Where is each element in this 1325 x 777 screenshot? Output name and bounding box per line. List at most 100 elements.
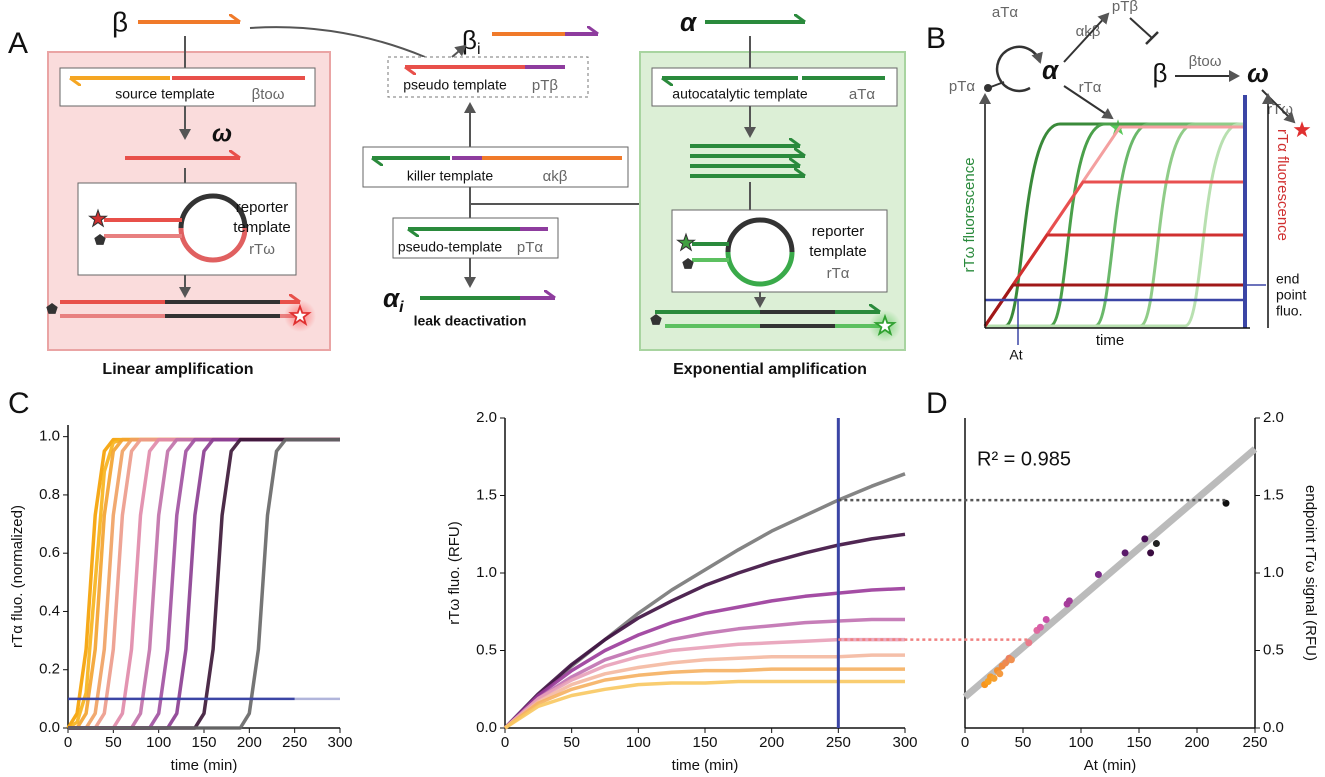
body: A B C D β source template βtoω ω reporte… xyxy=(0,0,1325,777)
template-code: rTω xyxy=(249,241,275,258)
x-tick-label: 250 xyxy=(826,734,851,751)
strand-label: βi xyxy=(462,25,481,58)
x-tick-label: 0 xyxy=(501,734,509,751)
y-axis-label: rTα fluo. (normalized) xyxy=(9,505,26,648)
y-tick-label: 0.0 xyxy=(39,719,60,736)
template-label: reporter xyxy=(236,199,289,216)
inhibition xyxy=(1130,18,1152,38)
schematic-curves xyxy=(985,124,1245,326)
autocatalysis-loop xyxy=(997,47,1040,91)
point xyxy=(1043,616,1050,623)
box-caption: Exponential amplification xyxy=(673,361,867,378)
node: β xyxy=(1153,58,1168,88)
box-caption: Linear amplification xyxy=(102,361,253,378)
panel-label: B xyxy=(926,22,946,55)
node: ω xyxy=(1247,58,1269,88)
x-tick-label: 50 xyxy=(1015,734,1032,751)
template-box xyxy=(363,147,628,187)
template-code: aTα xyxy=(849,86,876,103)
annotation: At xyxy=(1009,347,1022,363)
x-tick-label: 100 xyxy=(146,734,171,751)
y-tick-label: 2.0 xyxy=(476,409,497,426)
panel-label: A xyxy=(8,27,28,60)
y-tick-label: 1.0 xyxy=(476,564,497,581)
annotation: R² = 0.985 xyxy=(977,448,1071,470)
node: α xyxy=(1042,55,1060,85)
panel-label: D xyxy=(926,387,948,420)
point xyxy=(1141,535,1148,542)
point xyxy=(1147,549,1154,556)
point xyxy=(1122,549,1129,556)
y-tick-label: 0.0 xyxy=(476,719,497,736)
x-tick-label: 250 xyxy=(282,734,307,751)
template-label: pseudo template xyxy=(403,77,507,93)
point xyxy=(1095,571,1102,578)
page: {"figure": { "panel_labels": ["A", "B", … xyxy=(0,0,1325,777)
point xyxy=(1037,624,1044,631)
panel-label: C xyxy=(8,387,30,420)
x-tick-label: 100 xyxy=(1068,734,1093,751)
x-tick-label: 0 xyxy=(961,734,969,751)
y-tick-label: 1.0 xyxy=(39,428,60,445)
node-label: pTα xyxy=(949,78,976,95)
label-sub: i xyxy=(399,299,404,316)
node-label: rTα xyxy=(1079,79,1102,96)
x-tick-label: 150 xyxy=(191,734,216,751)
template-code: pTα xyxy=(517,239,544,256)
point xyxy=(996,670,1003,677)
strand-label: αi xyxy=(383,283,404,316)
red-curve xyxy=(985,182,1245,326)
edge xyxy=(1064,14,1108,62)
point xyxy=(1066,597,1073,604)
y-axis-label: rTω fluo. (RFU) xyxy=(446,521,463,624)
y-tick-label: 1.5 xyxy=(1263,486,1284,503)
template-label: autocatalytic template xyxy=(672,86,808,102)
point xyxy=(1008,656,1015,663)
point xyxy=(991,675,998,682)
template-code: βtoω xyxy=(252,86,285,103)
y-tick-label: 0.5 xyxy=(476,641,497,658)
template-code: αkβ xyxy=(543,168,568,185)
strand-label: ω xyxy=(212,120,232,147)
x-tick-label: 250 xyxy=(1242,734,1267,751)
template-label: source template xyxy=(115,86,215,102)
y-axis-label: endpoint rTω signal (RFU) xyxy=(1302,485,1319,661)
annotation: point xyxy=(1276,287,1306,303)
x-axis-label: time (min) xyxy=(672,757,739,774)
y-tick-label: 0.6 xyxy=(39,544,60,561)
y-tick-label: 0.2 xyxy=(39,661,60,678)
y-tick-label: 0.0 xyxy=(1263,719,1284,736)
template-code: rTα xyxy=(827,265,850,282)
x-tick-label: 200 xyxy=(1184,734,1209,751)
red-curve xyxy=(985,235,1245,326)
caption: leak deactivation xyxy=(414,313,527,329)
y-tick-label: 0.5 xyxy=(1263,641,1284,658)
x-tick-label: 300 xyxy=(327,734,352,751)
figure: A B C D β source template βtoω ω reporte… xyxy=(0,0,1325,777)
node-label: aTα xyxy=(992,4,1019,21)
template-label: template xyxy=(809,243,867,260)
strand-label: α xyxy=(680,7,698,37)
x-tick-label: 100 xyxy=(626,734,651,751)
y-tick-label: 0.4 xyxy=(39,602,60,619)
axis-label: rTω fluorescence xyxy=(961,157,978,272)
x-tick-label: 50 xyxy=(105,734,122,751)
red-star xyxy=(1294,121,1311,137)
template-label: reporter xyxy=(812,223,865,240)
x-tick-label: 300 xyxy=(892,734,917,751)
node-label: pTβ xyxy=(1112,0,1139,15)
x-tick-label: 0 xyxy=(64,734,72,751)
axis-label: time xyxy=(1096,332,1124,349)
x-axis-label: time (min) xyxy=(171,757,238,774)
annotation: end xyxy=(1276,271,1299,287)
label-base: β xyxy=(462,25,477,55)
point xyxy=(1153,540,1160,547)
x-tick-label: 50 xyxy=(563,734,580,751)
strand-label: β xyxy=(112,6,128,37)
x-axis-label: At (min) xyxy=(1084,757,1137,774)
label-sub: i xyxy=(477,41,481,58)
template-label: pseudo-template xyxy=(398,239,503,255)
axis-label: rTα fluorescence xyxy=(1274,129,1291,241)
y-tick-label: 1.5 xyxy=(476,486,497,503)
x-tick-label: 200 xyxy=(759,734,784,751)
